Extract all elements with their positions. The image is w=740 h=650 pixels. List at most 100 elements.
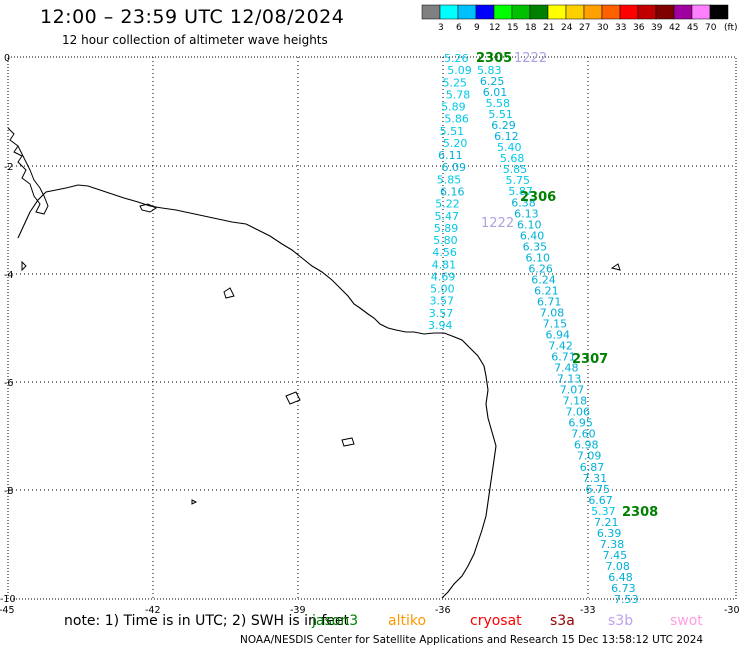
wave-height-obs: 5.47: [435, 210, 460, 223]
colorbar-tick: 24: [561, 23, 573, 33]
wave-height-obs: 3.57: [429, 295, 454, 308]
wave-height-obs: 7.31: [583, 472, 608, 485]
x-tick: -42: [145, 605, 161, 616]
wave-height-obs: 6.94: [546, 329, 571, 342]
wave-height-obs: 5.51: [440, 125, 465, 138]
wave-height-obs: 5.37: [591, 505, 616, 518]
wave-height-obs: 6.39: [597, 527, 622, 540]
x-axis-ticks: -45 -42 -39 -36 -33 -30: [0, 605, 740, 616]
track-left: 5.265.095.255.785.895.865.515.206.116.09…: [428, 52, 472, 332]
colorbar-swatch: [565, 4, 585, 20]
colorbar-swatch: [529, 4, 549, 20]
wave-height-obs: 7.08: [540, 306, 565, 319]
wave-height-obs: 6.11: [438, 149, 463, 162]
x-tick: -30: [724, 605, 740, 616]
wave-height-obs: 5.85: [503, 163, 528, 176]
pass-label: 2308: [622, 505, 658, 520]
colorbar-tick: 42: [669, 23, 680, 33]
colorbar-tick: 70: [705, 23, 717, 33]
wave-height-obs: 7.09: [577, 450, 602, 463]
colorbar-swatch: [709, 4, 729, 20]
wave-height-obs: 6.10: [517, 218, 542, 231]
y-tick: -4: [4, 270, 13, 281]
wave-height-obs: 6.95: [568, 417, 593, 430]
wave-height-obs: 6.24: [531, 273, 556, 286]
wave-height-obs: 4.69: [431, 270, 456, 283]
colorbar-swatch: [439, 4, 459, 20]
wave-height-obs: 7.21: [594, 516, 619, 529]
map-frame: [7, 56, 737, 600]
colorbar-swatch: [691, 4, 711, 20]
legend-altiko: altiko: [388, 613, 427, 629]
wave-height-obs: 6.26: [528, 262, 553, 275]
y-tick: -6: [4, 378, 13, 389]
wave-height-obs: 7.48: [554, 362, 579, 375]
wave-height-obs: 5.00: [430, 283, 455, 296]
wave-height-obs: 3.57: [429, 307, 454, 320]
pass-label: 1222: [481, 216, 514, 231]
colorbar-swatch: [583, 4, 603, 20]
wave-height-obs: 5.40: [497, 141, 521, 154]
colorbar-swatch: [619, 4, 639, 20]
wave-height-obs: 7.18: [563, 395, 588, 408]
legend-jason3: jason3: [312, 613, 359, 629]
colorbar-tick: 21: [543, 23, 554, 33]
wave-height-obs: 5.51: [488, 108, 512, 121]
y-axis-ticks: 0 -2 -4 -6 -8 -10: [0, 53, 16, 605]
wave-height-obs: 6.98: [574, 439, 599, 452]
pass-labels: 2305 1222 2306 1222 2307 2308: [476, 51, 658, 520]
footer-note: note: 1) Time is in UTC; 2) SWH is in fe…: [64, 613, 350, 629]
credit-line: NOAA/NESDIS Center for Satellite Applica…: [240, 634, 704, 646]
grid-lines: [8, 57, 736, 599]
wave-height-obs: 6.16: [440, 186, 465, 199]
wave-height-obs: 6.13: [514, 207, 539, 220]
wave-height-obs: 6.21: [534, 284, 559, 297]
wave-height-obs: 6.29: [491, 119, 516, 132]
wave-height-obs: 5.86: [444, 113, 469, 126]
colorbar-tick: 33: [615, 23, 626, 33]
colorbar-tick: 15: [507, 23, 518, 33]
wave-height-obs: 6.40: [520, 229, 545, 242]
colorbar-swatch: [601, 4, 621, 20]
wave-height-obs: 5.83: [477, 64, 502, 77]
colorbar-tick: 3: [438, 23, 444, 33]
wave-height-obs: 5.25: [443, 76, 468, 89]
wave-height-obs: 7.42: [548, 340, 573, 353]
colorbar-tick: 18: [525, 23, 537, 33]
colorbar-swatch: [673, 4, 693, 20]
wave-height-obs: 5.68: [500, 152, 525, 165]
colorbar-swatch: [457, 4, 477, 20]
wave-height-obs: 6.09: [441, 161, 466, 174]
wave-height-obs: 7.53: [614, 593, 639, 606]
pass-label: 2307: [572, 352, 608, 367]
wave-height-obs: 4.56: [432, 246, 457, 259]
x-tick: -45: [0, 605, 15, 616]
y-tick: 0: [4, 53, 10, 64]
colorbar-tick: 30: [597, 23, 609, 33]
colorbar-swatch: [493, 4, 513, 20]
wave-height-obs: 5.80: [433, 234, 458, 247]
pass-label: 1222: [514, 51, 547, 66]
colorbar-tick: 27: [579, 23, 590, 33]
wave-height-obs: 5.87: [508, 185, 533, 198]
colorbar-swatch: [421, 4, 441, 20]
colorbar-tick: 39: [651, 23, 663, 33]
wave-height-obs: 5.75: [506, 174, 530, 187]
colorbar-tick: 6: [456, 23, 462, 33]
x-tick: -36: [435, 605, 451, 616]
colorbar-tick: 45: [687, 23, 698, 33]
wave-height-obs: 5.85: [437, 173, 462, 186]
wave-height-obs: 6.75: [585, 483, 610, 496]
wave-height-obs: 7.08: [605, 560, 630, 573]
y-tick: -10: [0, 594, 16, 605]
wave-height-obs: 4.81: [432, 258, 457, 271]
colorbar: 3 6 9 12 15 18 21 24 27 30 33 36 39 42 45 70 (ft): [421, 4, 738, 33]
wave-height-obs: 6.87: [580, 461, 605, 474]
x-tick: -33: [580, 605, 596, 616]
wave-height-obs: 5.58: [486, 97, 511, 110]
wave-height-obs: 7.07: [560, 384, 585, 397]
wave-height-obs: 7.15: [543, 317, 568, 330]
coastline: [17, 184, 497, 599]
wave-height-obs: 5.09: [447, 64, 472, 77]
colorbar-swatch: [637, 4, 657, 20]
